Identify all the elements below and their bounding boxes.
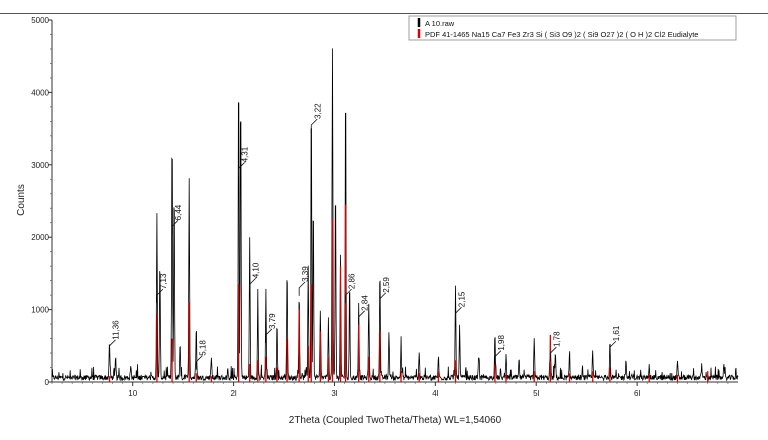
legend-label-raw: A 10.raw: [425, 19, 455, 28]
peak-label: 4,31: [241, 146, 250, 162]
peak-label: 6,44: [174, 204, 183, 220]
peak-labels: 11,36 7,13 6,44 5,18 4,31 4,10 3,79 3,39 3,22 2,8…: [109, 103, 621, 370]
peak-leader-line: [171, 220, 179, 235]
peak-label: 7,13: [159, 273, 168, 289]
peak-leader-line: [358, 310, 365, 325]
peak-label: 1,78: [552, 331, 561, 347]
peak-leader-line: [298, 281, 306, 296]
peak-leader-line: [265, 328, 273, 343]
peak-leader-line: [549, 346, 557, 362]
peak-leader-line: [310, 118, 318, 133]
peak-leader-line: [249, 277, 257, 293]
x-tick-label: 10: [128, 389, 137, 398]
x-tick-label: 3l: [331, 389, 337, 398]
peak-label: 2,59: [382, 277, 391, 293]
peak-leader-line: [379, 292, 387, 307]
x-tick-label: 6l: [634, 389, 640, 398]
peak-leader-line: [195, 355, 203, 370]
peak-label: 4,10: [252, 262, 261, 278]
legend-label-pdf: PDF 41-1465 Na15 Ca7 Fe3 Zr3 Si ( Si3 O9…: [425, 30, 698, 39]
peak-label: 11,36: [112, 320, 121, 340]
x-axis-title: 2Theta (Coupled TwoTheta/Theta) WL=1,540…: [289, 415, 502, 426]
peak-leader-line: [109, 339, 116, 354]
y-tick-label: 1000: [31, 306, 49, 315]
peak-label: 3,22: [313, 103, 322, 119]
y-tick-label: 0: [45, 378, 50, 387]
y-tick-label: 4000: [31, 88, 49, 97]
peak-leader-line: [455, 306, 462, 322]
legend-box: [408, 15, 737, 41]
peak-leader-line: [609, 340, 617, 356]
peak-label: 1,98: [497, 335, 506, 351]
axes: 0 1000 2000 3000 4000 5000 10 2l 3l 4l 5l 6l: [31, 16, 738, 398]
x-tick-label: 2l: [230, 389, 236, 398]
legend: A 10.raw PDF 41-1465 Na15 Ca7 Fe3 Zr3 Si…: [408, 15, 737, 41]
y-tick-label: 5000: [31, 16, 49, 25]
peak-leader-line: [345, 288, 352, 304]
peak-label: 5,18: [198, 340, 207, 356]
peak-label: 2,86: [348, 273, 357, 289]
y-axis-title: Counts: [16, 184, 27, 216]
peak-leader-line: [494, 350, 502, 365]
peak-label: 3,79: [268, 313, 277, 329]
y-tick-label: 3000: [31, 161, 49, 170]
peak-leader-line: [156, 288, 164, 304]
peak-leader-line: [238, 162, 245, 177]
x-tick-label: 5l: [533, 389, 539, 398]
series-layer: [51, 48, 739, 382]
peak-label: 2,84: [361, 295, 370, 311]
peak-label: 2,15: [458, 291, 467, 307]
y-tick-label: 2000: [31, 233, 49, 242]
raw-pattern-line: [51, 48, 739, 382]
peak-label: 1,61: [612, 325, 621, 341]
peak-label: 3,39: [301, 266, 310, 282]
x-tick-label: 4l: [432, 389, 438, 398]
